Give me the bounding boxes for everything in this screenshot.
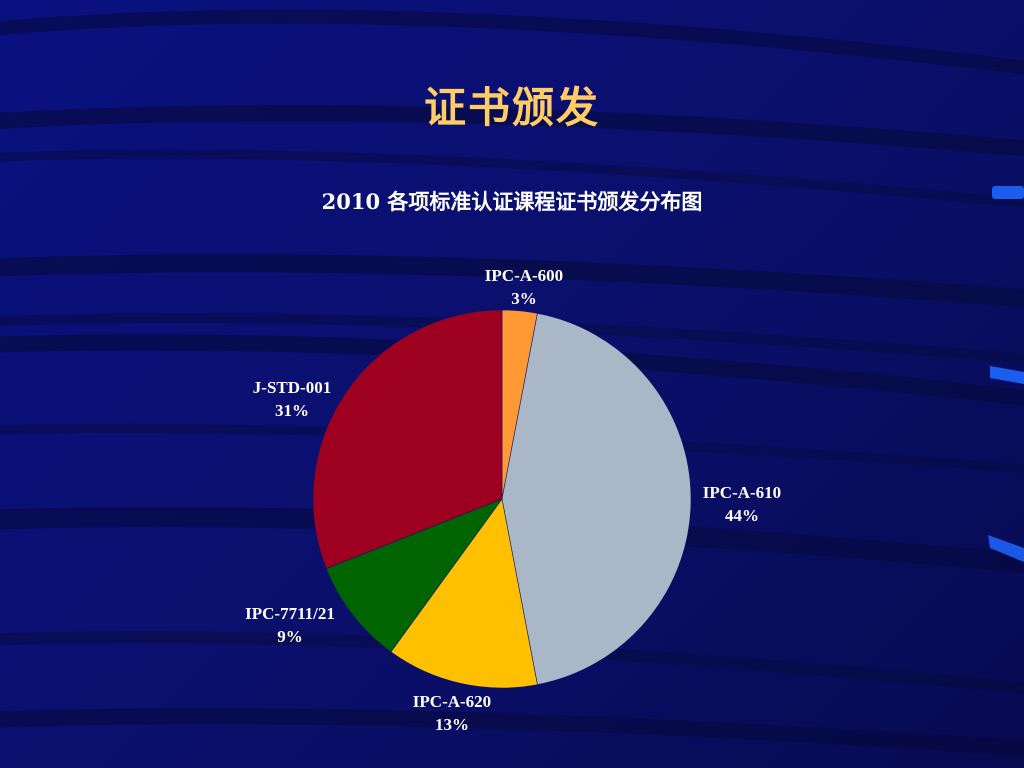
slice-name: IPC-A-620 bbox=[412, 692, 492, 711]
slice-name: IPC-7711/21 bbox=[245, 604, 335, 623]
slide-title: 证书颁发 bbox=[423, 83, 600, 132]
slice-name: IPC-A-600 bbox=[484, 266, 564, 285]
slice-percent: 3% bbox=[511, 289, 537, 308]
slice-label-j-std-001: J-STD-001 31% bbox=[253, 376, 331, 422]
slice-label-ipc-a-600: IPC-A-600 3% bbox=[485, 264, 563, 310]
slice-percent: 44% bbox=[724, 506, 759, 525]
slice-name: IPC-A-610 bbox=[702, 483, 782, 502]
slice-label-ipc-a-610: IPC-A-610 44% bbox=[703, 481, 781, 527]
pie-slice-ipc-a-620 bbox=[390, 498, 538, 689]
pie-slice-ipc-7711-21 bbox=[325, 498, 503, 653]
pie-slice-ipc-a-610 bbox=[501, 312, 692, 686]
pie-slice-j-std-001 bbox=[312, 309, 503, 569]
slice-percent: 13% bbox=[434, 715, 469, 734]
slice-percent: 31% bbox=[275, 401, 309, 420]
slice-label-ipc-a-620: IPC-A-620 13% bbox=[413, 690, 491, 736]
chart-title: 2010 各项标准认证课程证书颁发分布图 bbox=[321, 189, 703, 214]
slice-label-ipc-7711-21: IPC-7711/21 9% bbox=[245, 602, 335, 648]
slice-percent: 9% bbox=[277, 627, 303, 646]
slice-name: J-STD-001 bbox=[252, 378, 332, 397]
